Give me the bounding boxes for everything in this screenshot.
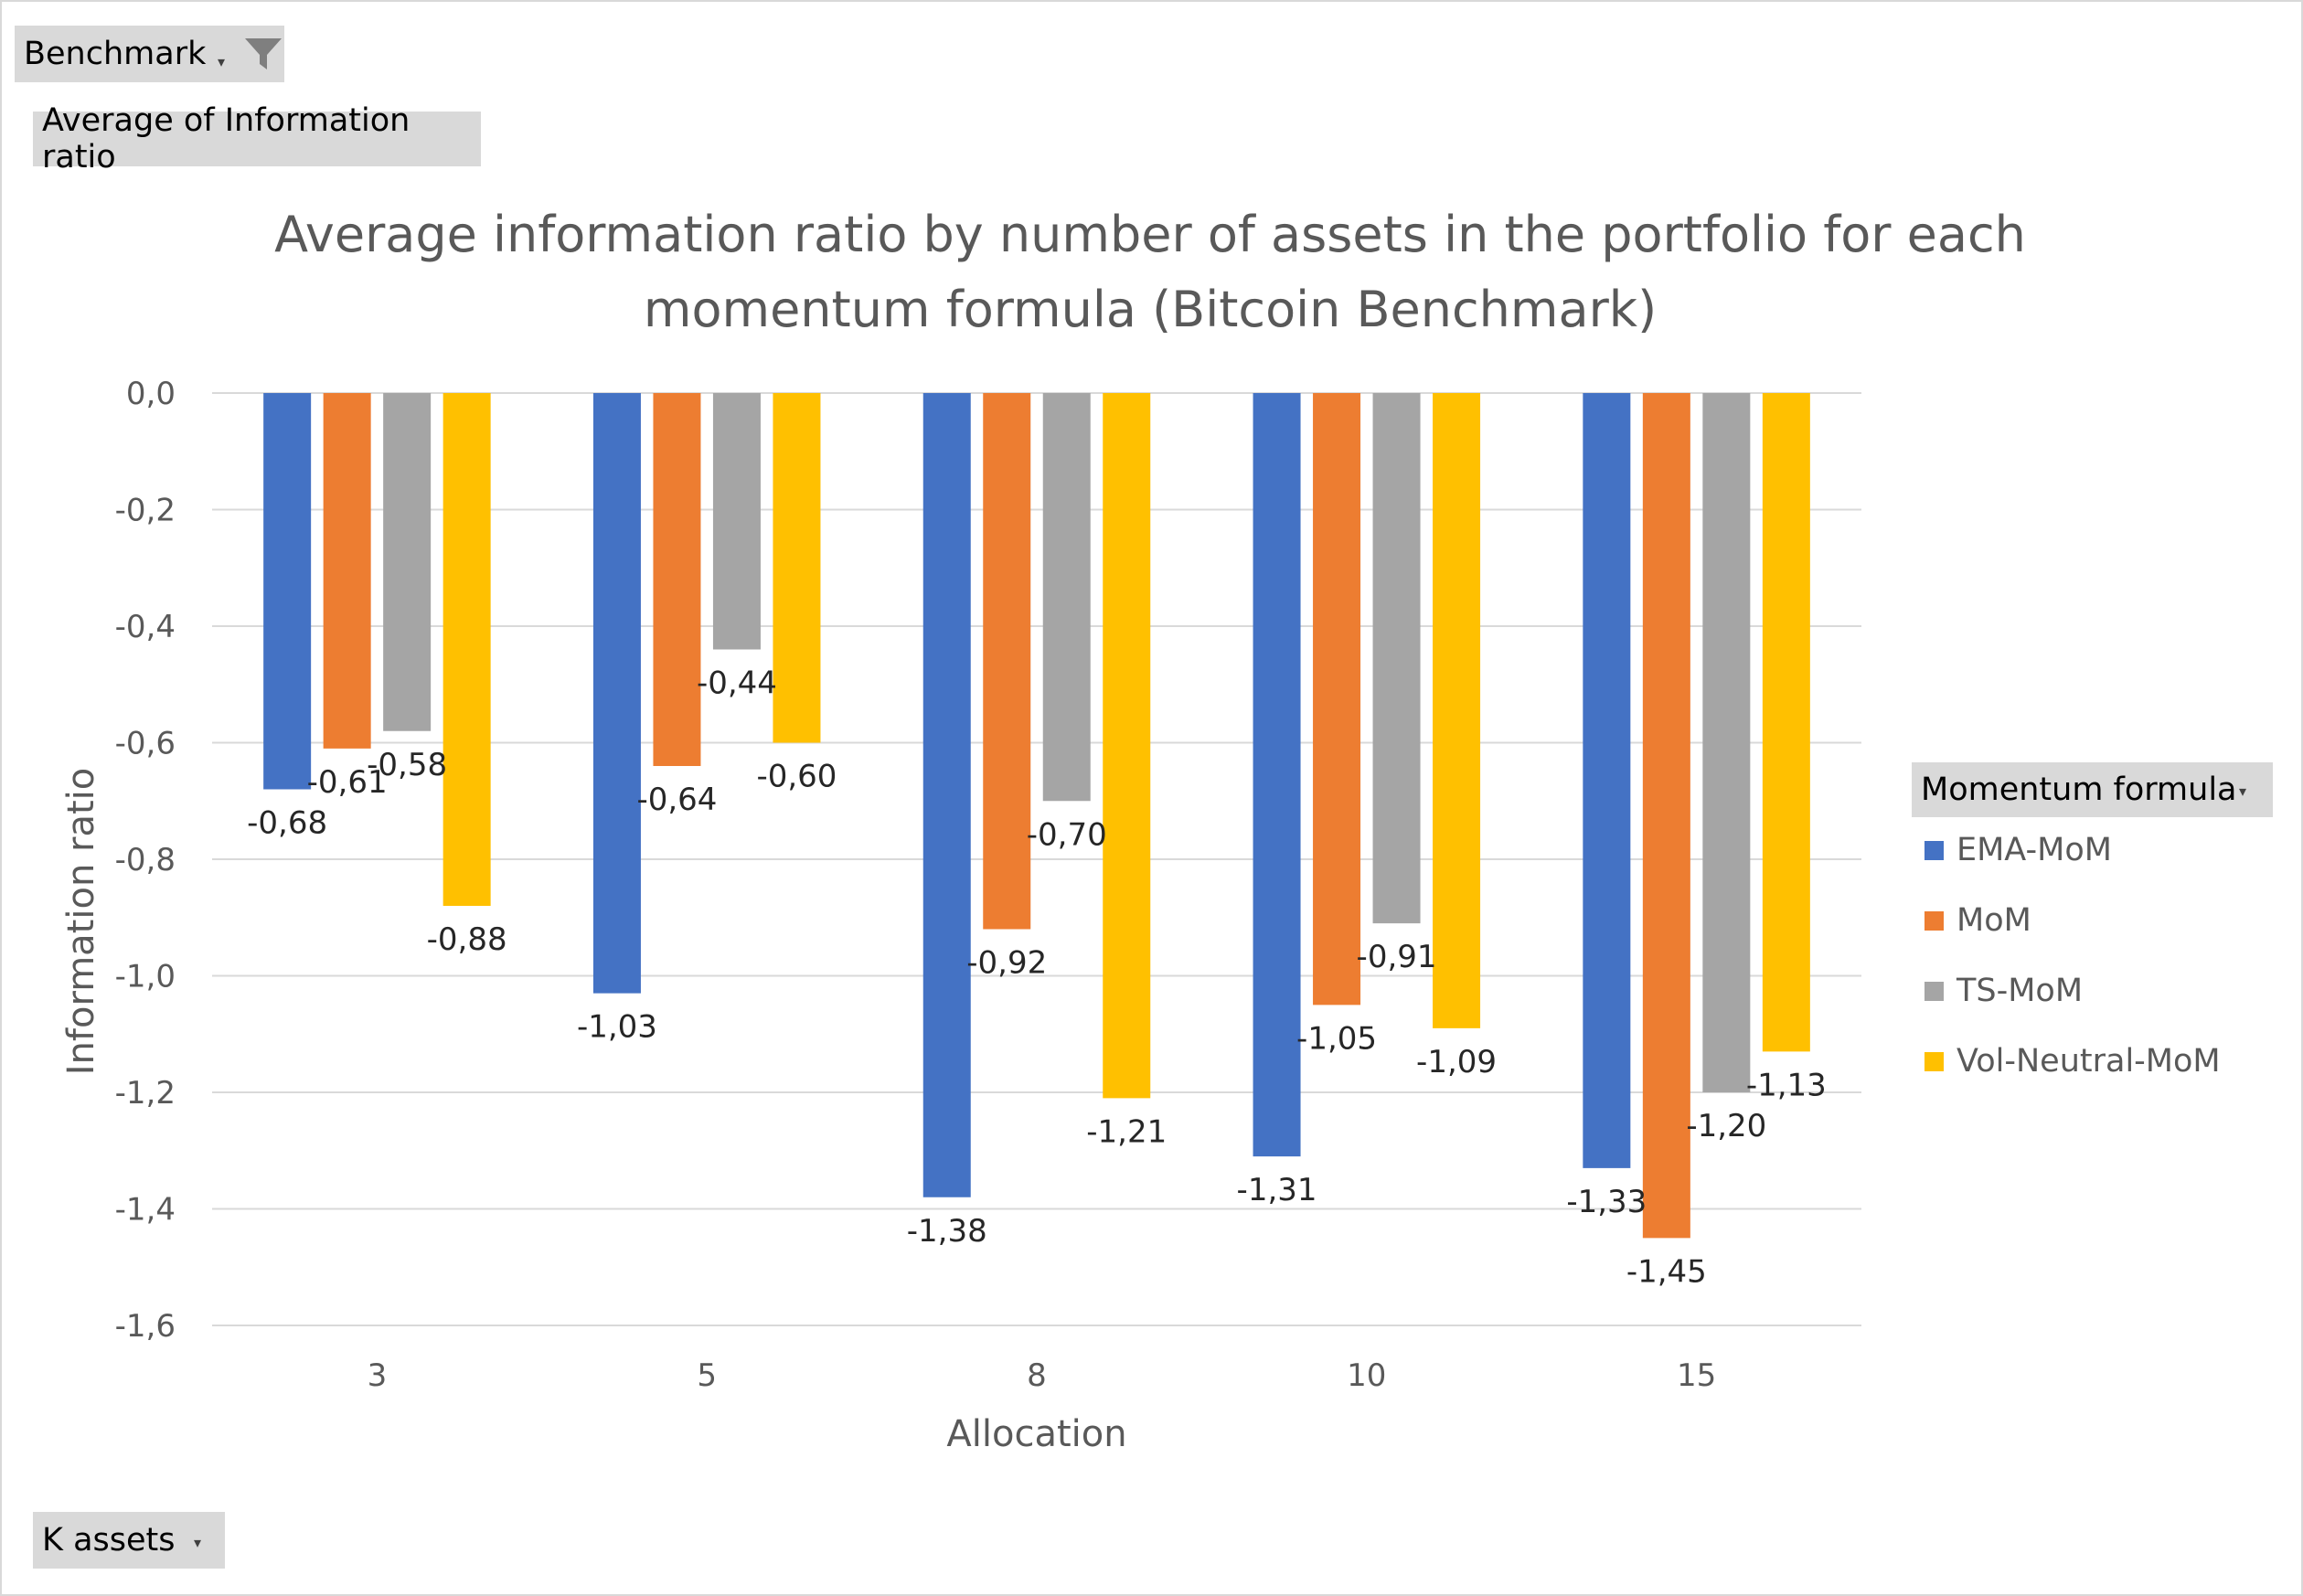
y-tick-label: -0,8 <box>115 842 176 878</box>
data-label: -0,60 <box>756 759 837 795</box>
legend-item-ema-mom[interactable]: EMA-MoM <box>1924 832 2112 868</box>
dropdown-arrow-icon: ▾ <box>2239 782 2247 800</box>
data-label: -1,03 <box>577 1009 657 1046</box>
legend-swatch <box>1924 910 1944 931</box>
x-axis-label: Allocation <box>946 1413 1126 1455</box>
chart-title-line: Average information ratio by number of a… <box>274 206 2026 263</box>
bar-mom[interactable] <box>653 393 701 766</box>
dropdown-arrow-icon: ▾ <box>218 53 226 70</box>
legend-item-ts-mom[interactable]: TS-MoM <box>1924 973 2083 1009</box>
value-field-button[interactable]: Average of Information ratio <box>33 102 481 176</box>
x-tick-label: 15 <box>1677 1357 1716 1394</box>
benchmark-filter-button[interactable]: Benchmark ▾ <box>15 26 284 82</box>
chart-title: Average information ratio by number of a… <box>274 206 2026 338</box>
y-tick-label: -1,2 <box>115 1075 176 1112</box>
data-labels: -0,68 -0,61-0,58 -0,88 -1,03 -0,64 -0,44 -0,60… <box>247 665 1827 1291</box>
bar-mom[interactable] <box>1313 393 1361 1005</box>
y-axis-label: Information ratio <box>60 768 102 1075</box>
y-tick-label: -0,2 <box>115 493 176 529</box>
filter-icon <box>245 38 282 69</box>
x-axis-ticks: 3 5 8 10 15 <box>368 1357 1717 1394</box>
legend-label: TS-MoM <box>1956 973 2084 1009</box>
bar-vol-neutral-mom[interactable] <box>1762 393 1810 1052</box>
y-tick-label: 0,0 <box>126 376 176 412</box>
y-tick-label: -1,0 <box>115 959 176 995</box>
bar-ts-mom[interactable] <box>1042 393 1091 802</box>
bar-ema-mom[interactable] <box>592 393 641 994</box>
data-label: -0,92 <box>966 945 1047 982</box>
axis-field-label: K assets <box>42 1522 176 1559</box>
bar-ema-mom[interactable] <box>263 393 312 790</box>
y-tick-label: -1,6 <box>115 1308 176 1345</box>
x-tick-label: 5 <box>697 1357 717 1394</box>
x-tick-label: 8 <box>1027 1357 1047 1394</box>
legend-swatch <box>1924 981 1944 1001</box>
y-tick-label: -0,4 <box>115 609 176 645</box>
data-label: -0,70 <box>1027 816 1107 853</box>
chart-title-line: momentum formula (Bitcoin Benchmark) <box>644 281 1657 338</box>
benchmark-filter-label: Benchmark <box>24 36 207 72</box>
data-label: -0,64 <box>636 782 717 818</box>
bar-ts-mom[interactable] <box>1702 393 1751 1092</box>
data-label: -1,33 <box>1566 1184 1647 1220</box>
bar-ema-mom[interactable] <box>1583 393 1631 1168</box>
bar-vol-neutral-mom[interactable] <box>442 393 491 906</box>
legend-item-vol-neutral-mom[interactable]: Vol-Neutral-MoM <box>1924 1043 2221 1080</box>
legend-label: EMA-MoM <box>1956 832 2112 868</box>
axis-field-button[interactable]: K assets ▾ <box>33 1512 225 1569</box>
bar-vol-neutral-mom[interactable] <box>1103 393 1151 1099</box>
y-tick-label: -1,4 <box>115 1192 176 1229</box>
data-label: -1,20 <box>1686 1108 1766 1144</box>
bar-ts-mom[interactable] <box>1372 393 1421 924</box>
legend-swatch <box>1924 840 1944 860</box>
legend-item-mom[interactable]: MoM <box>1924 902 2031 939</box>
legend-swatch <box>1924 1051 1944 1071</box>
bar-mom[interactable] <box>323 393 371 749</box>
legend-field-button[interactable]: Momentum formula ▾ <box>1912 762 2273 817</box>
data-label: -1,45 <box>1626 1253 1707 1290</box>
legend-label: Vol-Neutral-MoM <box>1956 1043 2221 1080</box>
bars <box>263 393 1810 1239</box>
bar-mom[interactable] <box>1642 393 1690 1239</box>
y-axis-ticks: 0,0 -0,2 -0,4 -0,6 -0,8 -1,0 -1,2 -1,4 -1,6 <box>115 376 176 1345</box>
data-label: -1,31 <box>1237 1172 1317 1208</box>
data-label: -1,21 <box>1086 1113 1167 1150</box>
data-label: -1,13 <box>1746 1067 1827 1103</box>
bar-vol-neutral-mom[interactable] <box>1433 393 1481 1028</box>
bar-vol-neutral-mom[interactable] <box>773 393 821 743</box>
y-tick-label: -0,6 <box>115 726 176 762</box>
data-label: -0,68 <box>247 805 327 842</box>
data-label: -1,38 <box>907 1213 987 1250</box>
bar-ema-mom[interactable] <box>922 393 971 1197</box>
bar-mom[interactable] <box>983 393 1031 930</box>
legend-field-label: Momentum formula <box>1921 771 2237 808</box>
x-tick-label: 10 <box>1347 1357 1386 1394</box>
x-tick-label: 3 <box>368 1357 388 1394</box>
value-field-label: Average of Information ratio <box>42 102 410 176</box>
dropdown-arrow-icon: ▾ <box>194 1534 202 1551</box>
data-label: -0,58 <box>367 747 447 783</box>
data-label: -0,61 <box>307 764 388 801</box>
data-label: -1,05 <box>1296 1020 1377 1057</box>
data-label: -1,09 <box>1416 1044 1497 1080</box>
bar-ema-mom[interactable] <box>1253 393 1301 1157</box>
data-label: -0,44 <box>697 665 777 702</box>
bar-ts-mom[interactable] <box>383 393 432 731</box>
data-label: -0,91 <box>1357 939 1437 975</box>
data-label: -0,88 <box>427 921 507 958</box>
bar-ts-mom[interactable] <box>712 393 761 650</box>
legend-label: MoM <box>1956 902 2031 939</box>
